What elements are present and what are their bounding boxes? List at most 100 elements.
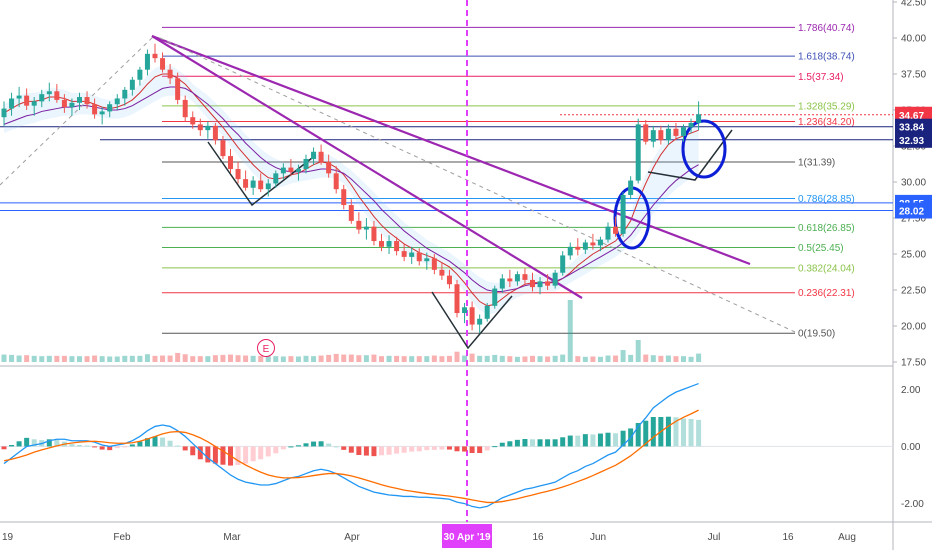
macd-histogram-bar [107, 446, 113, 451]
cup-pattern-jul[interactable] [647, 129, 733, 181]
volume-bar [499, 355, 505, 362]
fib-level-label: 0.618(26.85) [798, 223, 855, 234]
volume-bar [167, 355, 173, 362]
fib-level-label: 1.328(35.29) [798, 101, 855, 112]
volume-bar [77, 356, 82, 362]
macd-histogram-bar [182, 446, 188, 451]
candle-body [69, 102, 75, 108]
volume-bar [175, 352, 181, 362]
candle-body [597, 239, 603, 246]
fib-level-label: 0(19.50) [798, 329, 835, 340]
candle-body [431, 258, 437, 270]
candle-body [228, 156, 233, 170]
volume-bar [190, 356, 196, 362]
fib-level-label: 1.786(40.74) [798, 23, 855, 34]
macd-histogram-bar [341, 446, 347, 450]
candle-body [265, 183, 271, 190]
volume-bar [590, 356, 596, 362]
fib-level-label: 0.236(22.31) [798, 288, 855, 299]
price-tag-label: 34.67 [899, 111, 924, 122]
volume-bar [401, 356, 407, 362]
time-axis-label: Mar [223, 532, 241, 543]
macd-histogram-bar [288, 446, 294, 448]
event-marker[interactable]: E [257, 339, 275, 357]
moving-average-line [3, 86, 699, 292]
candle-body [144, 53, 150, 70]
macd-histogram-bar [477, 446, 483, 453]
volume-bar [454, 351, 460, 362]
candle-body [303, 158, 309, 170]
trendline-lower[interactable] [151, 35, 583, 299]
volume-bar [552, 355, 558, 362]
candle-body [590, 242, 596, 246]
macd-histogram-bar [537, 439, 543, 447]
volume-bar [409, 356, 415, 362]
trendline-upper[interactable] [151, 34, 751, 266]
macd-histogram-bar [311, 441, 317, 447]
volume-bar [212, 355, 218, 362]
macd-histogram-bar [24, 437, 30, 447]
candle-body [326, 161, 332, 174]
volume-bar [107, 356, 113, 362]
volume-bar [650, 355, 656, 362]
candle-body [160, 58, 166, 70]
volume-bar [129, 355, 135, 362]
candle-body [77, 97, 82, 103]
volume-bar [144, 354, 150, 362]
candle-body [288, 167, 294, 172]
candle-body [92, 104, 98, 115]
volume-bar [605, 355, 611, 362]
volume-bar [265, 356, 271, 362]
candle-body [333, 173, 339, 190]
volume-bar [250, 355, 256, 362]
macd-histogram-bar [394, 446, 400, 454]
price-axis-label: 42.50 [901, 0, 926, 9]
candle-body [46, 91, 52, 95]
candle-body [24, 95, 30, 106]
macd-histogram-bar [356, 446, 362, 455]
price-axis[interactable]: 17.5020.0022.5025.0027.5030.0032.5035.00… [893, 0, 932, 510]
highlight-circle-jul[interactable] [681, 119, 727, 179]
macd-histogram-bar [371, 446, 377, 457]
price-tag-box [895, 118, 932, 135]
candle-body [454, 284, 460, 314]
macd-histogram-bar [84, 445, 90, 447]
candle-body [552, 272, 558, 286]
candle-body [54, 91, 60, 100]
candle-body [582, 242, 588, 250]
trendline-drawings[interactable] [0, 0, 796, 522]
volume-bar [303, 355, 309, 362]
candle-body [9, 98, 15, 109]
fib-level-label: 1(31.39) [798, 157, 835, 168]
volume-bar [122, 355, 128, 362]
macd-histogram-bar [575, 435, 581, 447]
candle-body [658, 130, 664, 141]
candle-body [273, 173, 279, 184]
macd-histogram-bar [250, 446, 256, 462]
time-axis[interactable]: 19 Feb Mar Apr 30 Apr '19 16 Jun Jul 16 Aug [2, 524, 856, 548]
macd-histogram-bar [167, 440, 173, 447]
macd-histogram-bar [469, 446, 475, 453]
volume-bar [522, 356, 528, 362]
candle-body [99, 111, 105, 115]
macd-histogram-bar [416, 446, 422, 452]
volume-bar [484, 355, 490, 362]
candle-body [394, 241, 400, 252]
cup-pattern-feb[interactable] [207, 141, 313, 207]
macd-histogram-bar [514, 439, 520, 447]
candle-body [311, 151, 317, 159]
time-axis-label: 19 [2, 532, 14, 543]
fib-level-label: 1.236(34.20) [798, 117, 855, 128]
volume-bar [628, 354, 634, 362]
macd-histogram-bar [326, 443, 332, 447]
volume-bar [620, 350, 626, 362]
cup-pattern-apr[interactable] [431, 291, 513, 350]
macd-histogram-bar [16, 441, 22, 447]
event-marker-label: E [263, 344, 270, 355]
candle-body [137, 69, 143, 80]
volume-bar [228, 354, 233, 362]
macd-signal-line [3, 409, 699, 504]
trendline-dashed-left[interactable] [0, 34, 156, 186]
candle-body [16, 95, 22, 99]
